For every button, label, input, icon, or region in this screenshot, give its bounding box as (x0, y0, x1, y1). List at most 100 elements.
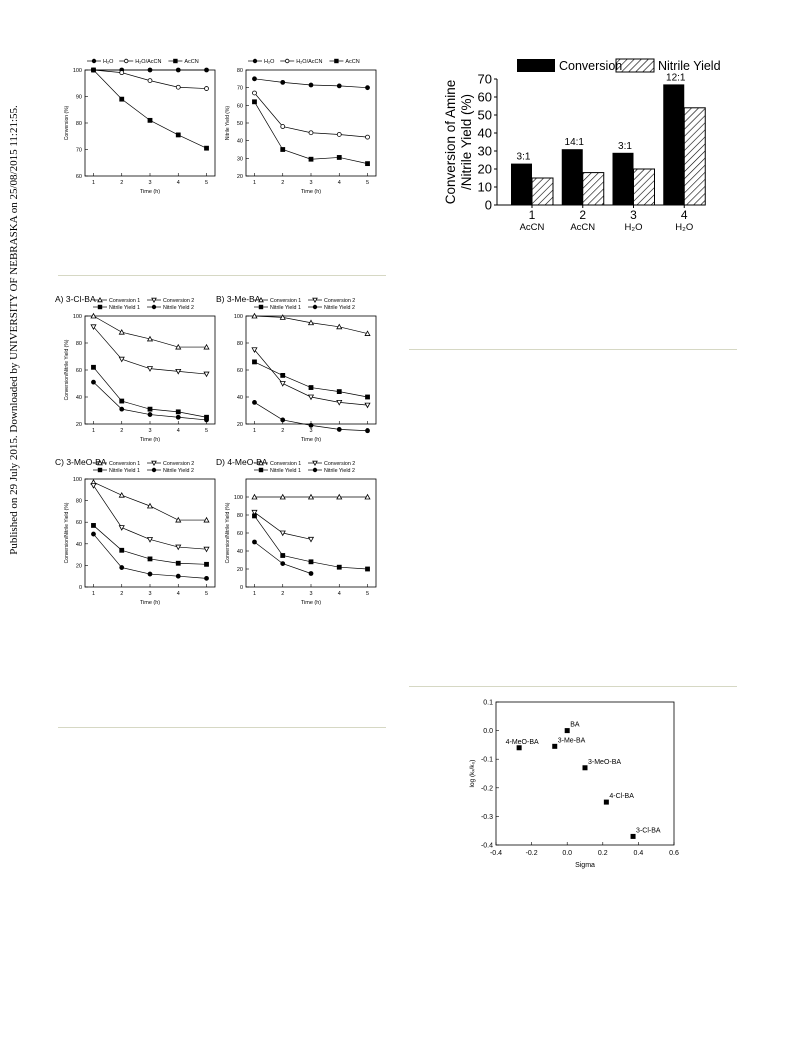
y-tick-label: 100 (73, 314, 82, 320)
x-tick-label: 4 (338, 591, 341, 597)
data-point (175, 368, 182, 375)
data-point (252, 90, 257, 96)
y-tick-label: 80 (237, 341, 243, 347)
panel-title: C) 3-MeO-BA (55, 457, 107, 467)
legend-label: AcCN (184, 59, 198, 65)
y-tick-label: 20 (237, 174, 243, 180)
x-tick-label: 3 (148, 591, 151, 597)
data-point (147, 412, 153, 417)
y-axis-label: Conversion/Nitrile Yield (%) (225, 502, 231, 563)
data-point (364, 402, 371, 409)
data-point (280, 79, 286, 85)
data-point (364, 493, 371, 500)
data-point (336, 564, 342, 570)
y-tick-label: 20 (478, 162, 492, 177)
legend-label: Nitrile Yield 1 (270, 468, 301, 474)
data-point (308, 385, 314, 390)
x-tick-label: 2 (120, 428, 123, 434)
x-axis-label: Time (h) (301, 600, 321, 606)
legend-label: Conversion 2 (324, 461, 355, 467)
x-tick-label: 4 (177, 180, 180, 186)
x-tick-label: 3 (148, 180, 151, 186)
data-point (280, 147, 286, 152)
legend-label: Nitrile Yield 2 (324, 305, 355, 311)
data-point (252, 400, 257, 405)
x-axis-label: Time (h) (140, 437, 160, 443)
y-tick-label: 60 (76, 520, 82, 526)
x-tick-label: 5 (366, 591, 369, 597)
data-point (146, 366, 154, 372)
legend-marker (334, 58, 339, 64)
y-tick-label: 0.1 (483, 700, 493, 707)
data-point (175, 544, 182, 551)
data-point (252, 359, 257, 365)
bar-nitrile-yield (531, 177, 554, 206)
bar-conversion (612, 152, 634, 205)
data-point (91, 364, 96, 370)
y-tick-label: 40 (237, 139, 243, 145)
legend-marker (151, 467, 157, 473)
data-point (279, 493, 286, 500)
data-point (204, 86, 209, 91)
panel-title: B) 3-Me-BA (216, 294, 261, 304)
x-tick-label: 1 (253, 428, 256, 434)
divider-3 (409, 686, 737, 687)
legend-marker (97, 304, 103, 310)
data-point (365, 85, 370, 91)
y-tick-label: 60 (237, 531, 243, 537)
legend-label: Conversion 1 (270, 298, 301, 304)
legend-label: Conversion 2 (163, 461, 194, 467)
category-label: 1 (529, 208, 536, 222)
data-point (280, 373, 286, 378)
data-point (91, 67, 96, 73)
plot-frame (84, 69, 216, 177)
data-point (365, 566, 370, 572)
ratio-label: 3:1 (618, 141, 632, 152)
publication-sidebar: Published on 29 July 2015. Downloaded by… (0, 0, 26, 1039)
legend-label: AcCN (345, 59, 359, 65)
x-axis-label: Sigma (575, 862, 595, 869)
data-point (175, 67, 181, 73)
y-tick-label: 40 (237, 395, 243, 401)
plot-frame (495, 701, 675, 846)
data-point (308, 82, 314, 88)
category-sublabel: H₂O (625, 222, 643, 233)
category-label: 3 (630, 208, 637, 222)
data-point (280, 553, 286, 558)
y-axis-label-line1: Conversion of Amine (443, 80, 458, 205)
data-point (279, 381, 286, 387)
y-axis-label: Conversion/Nitrile Yield (%) (64, 339, 70, 400)
y-tick-label: 100 (73, 477, 82, 483)
x-tick-label: 3 (309, 180, 312, 186)
x-axis-label: Time (h) (140, 189, 160, 195)
x-tick-label: 1 (92, 591, 95, 597)
legend-swatch-conversion (517, 59, 555, 72)
y-tick-label: 60 (478, 90, 492, 105)
data-point (203, 343, 210, 350)
legend-label: H₂O/AcCN (296, 59, 322, 65)
plot-frame (84, 478, 216, 588)
data-point (336, 493, 343, 500)
y-tick-label: 40 (76, 542, 82, 548)
y-tick-label: -0.4 (481, 843, 493, 850)
x-tick-label: 1 (253, 591, 256, 597)
data-point (251, 312, 258, 319)
y-tick-label: 0.0 (483, 728, 493, 735)
legend-marker (312, 297, 318, 303)
data-point (175, 516, 182, 523)
y-tick-label: 60 (237, 368, 243, 374)
data-point (175, 132, 181, 138)
divider-4 (58, 727, 386, 728)
data-point (307, 493, 315, 500)
data-point (119, 547, 125, 553)
y-tick-label: 90 (76, 95, 82, 101)
legend-label: H₂O (264, 59, 275, 65)
x-tick-label: 2 (120, 591, 123, 597)
x-tick-label: 5 (366, 180, 369, 186)
legend-label: Nitrile Yield 2 (163, 468, 194, 474)
data-point (365, 161, 370, 167)
y-axis-label: Conversion (%) (64, 105, 70, 140)
x-tick-label: -0.2 (526, 850, 538, 857)
conversion-yield-bar-chart: Conversion Nitrile Yield 0 10 20 30 40 50 60 70 Co… (443, 58, 721, 233)
data-point (336, 132, 342, 137)
